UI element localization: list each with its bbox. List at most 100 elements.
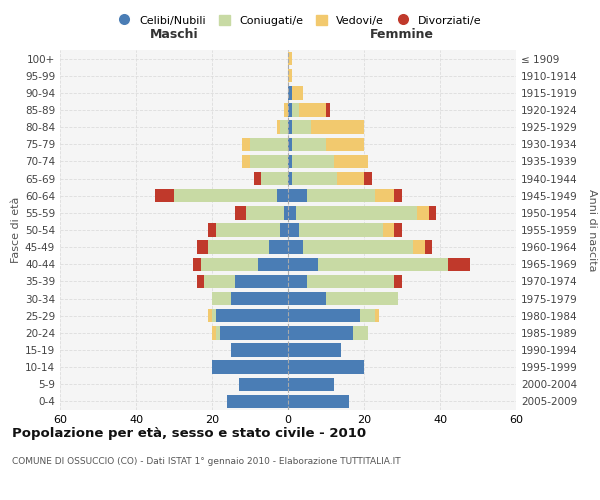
Bar [155,189,174,202]
Bar [394,189,402,202]
Bar [208,309,212,322]
Bar [284,206,288,220]
Bar [288,104,292,117]
Bar [239,378,288,391]
Bar [197,274,205,288]
Bar [394,274,402,288]
Text: COMUNE DI OSSUCCIO (CO) - Dati ISTAT 1° gennaio 2010 - Elaborazione TUTTITALIA.I: COMUNE DI OSSUCCIO (CO) - Dati ISTAT 1° … [12,458,401,466]
Text: Popolazione per età, sesso e stato civile - 2010: Popolazione per età, sesso e stato civil… [12,428,366,440]
Bar [326,138,364,151]
Bar [288,378,334,391]
Bar [216,326,220,340]
Bar [250,138,288,151]
Bar [394,224,402,236]
Bar [288,189,307,202]
Bar [280,120,288,134]
Bar [216,224,280,236]
Bar [242,154,250,168]
Bar [288,274,307,288]
Bar [193,258,200,271]
Bar [208,240,269,254]
Bar [376,309,379,322]
Bar [277,189,288,202]
Bar [448,258,470,271]
Bar [280,224,288,236]
Bar [292,104,299,117]
Bar [292,138,326,151]
Bar [376,189,394,202]
Bar [364,172,371,186]
Bar [307,274,394,288]
Bar [326,104,330,117]
Bar [242,138,250,151]
Bar [292,172,337,186]
Bar [288,69,292,82]
Bar [254,172,262,186]
Bar [288,154,292,168]
Bar [383,224,394,236]
Bar [231,292,288,306]
Bar [235,206,246,220]
Bar [284,104,288,117]
Text: Femmine: Femmine [370,28,434,40]
Bar [288,206,296,220]
Bar [288,292,326,306]
Bar [288,120,292,134]
Bar [413,240,425,254]
Bar [292,86,303,100]
Bar [288,394,349,408]
Bar [212,292,231,306]
Bar [288,360,364,374]
Bar [269,240,288,254]
Bar [296,206,417,220]
Bar [326,292,398,306]
Bar [303,240,413,254]
Bar [311,120,364,134]
Bar [353,326,368,340]
Bar [417,206,428,220]
Bar [208,224,216,236]
Bar [216,309,288,322]
Bar [288,258,319,271]
Bar [277,120,280,134]
Bar [307,189,376,202]
Bar [235,274,288,288]
Bar [205,274,235,288]
Bar [292,154,334,168]
Bar [288,172,292,186]
Bar [174,189,277,202]
Bar [262,172,288,186]
Bar [212,360,288,374]
Y-axis label: Anni di nascita: Anni di nascita [587,188,597,271]
Legend: Celibi/Nubili, Coniugati/e, Vedovi/e, Divorziati/e: Celibi/Nubili, Coniugati/e, Vedovi/e, Di… [115,10,485,30]
Bar [231,344,288,356]
Bar [319,258,448,271]
Bar [212,309,216,322]
Bar [227,394,288,408]
Bar [292,120,311,134]
Bar [288,86,292,100]
Bar [250,154,288,168]
Bar [288,52,292,66]
Bar [288,138,292,151]
Bar [257,258,288,271]
Bar [288,326,353,340]
Bar [288,344,341,356]
Bar [428,206,436,220]
Bar [425,240,433,254]
Bar [288,240,303,254]
Bar [200,258,257,271]
Bar [212,326,216,340]
Bar [246,206,284,220]
Bar [220,326,288,340]
Bar [337,172,364,186]
Bar [360,309,376,322]
Bar [299,104,326,117]
Bar [197,240,208,254]
Y-axis label: Fasce di età: Fasce di età [11,197,21,263]
Bar [288,224,299,236]
Text: Maschi: Maschi [149,28,199,40]
Bar [334,154,368,168]
Bar [299,224,383,236]
Bar [288,309,360,322]
